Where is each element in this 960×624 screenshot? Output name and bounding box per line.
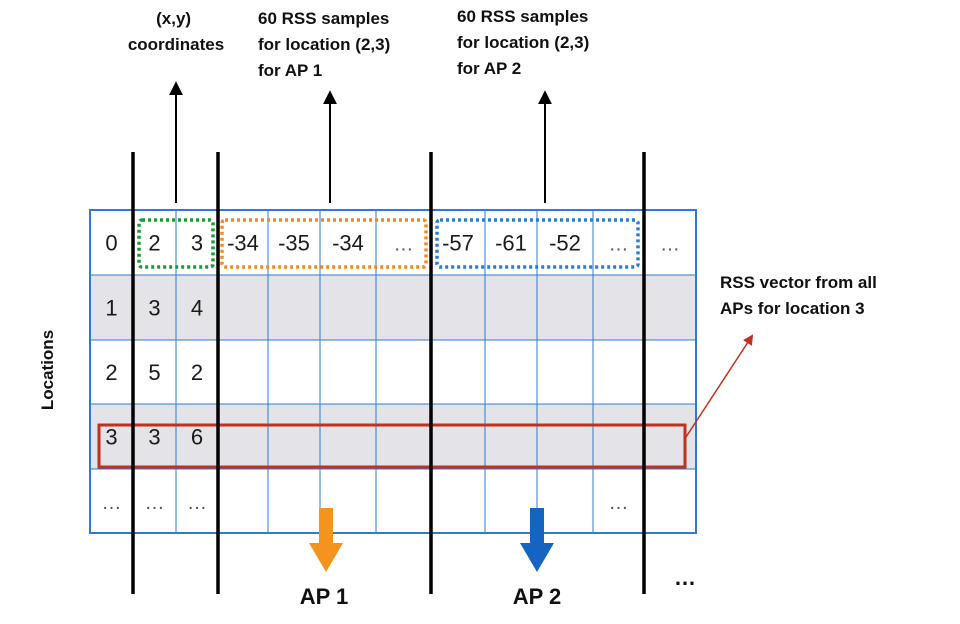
ap1-samples-annotation: 60 RSS samples for location (2,3) for AP…	[258, 9, 395, 80]
rss-vector-annotation: RSS vector from all APs for location 3	[720, 273, 882, 318]
table-cell: …	[394, 234, 414, 256]
ap1-samples-highlight-box	[220, 218, 428, 269]
ap2-samples-annotation: 60 RSS samples for location (2,3) for AP…	[457, 7, 594, 78]
table-border	[89, 209, 697, 534]
table-cell: 0	[105, 231, 117, 256]
table-cell: 3	[191, 231, 203, 256]
table: 0 2 3 -34 -35 -34 … -57 -61 -52 … … 1 3 4 2 5 2 3 3 6 … … … …	[89, 209, 697, 534]
coordinates-annotation: (x,y) coordinates	[128, 9, 224, 54]
table-cell: …	[609, 492, 629, 514]
table-cell: 2	[105, 360, 117, 385]
table-cell: 3	[148, 296, 160, 321]
shaded-row-3	[90, 404, 696, 469]
table-cell: -57	[442, 231, 474, 256]
ap1-label: AP 1	[300, 584, 349, 609]
table-cell: 1	[105, 296, 117, 321]
table-cell: 3	[148, 425, 160, 450]
coordinates-highlight-box	[137, 218, 215, 269]
rss-vector-highlight-box	[97, 423, 687, 469]
column-separators	[131, 152, 646, 594]
table-cell: 4	[191, 296, 203, 321]
table-cell: …	[660, 234, 680, 256]
rss-vector-pointer-arrow	[685, 334, 754, 438]
table-cell: …	[187, 492, 207, 514]
table-cell: 6	[191, 425, 203, 450]
table-cell: -61	[495, 231, 527, 256]
shaded-row-1	[90, 275, 696, 340]
table-cell: 3	[105, 425, 117, 450]
ap2-label: AP 2	[513, 584, 562, 609]
locations-axis-label: Locations	[38, 330, 57, 410]
ap2-down-arrow	[520, 508, 554, 572]
table-background	[90, 210, 696, 533]
table-cell: -34	[227, 231, 259, 256]
table-cell: 2	[148, 231, 160, 256]
table-cell: …	[102, 492, 122, 514]
ap2-samples-highlight-box	[435, 218, 640, 269]
table-cell: …	[609, 234, 629, 256]
table-cell: 2	[191, 360, 203, 385]
table-cell: -34	[332, 231, 364, 256]
table-cell: -52	[549, 231, 581, 256]
table-cells: 0 2 3 -34 -35 -34 … -57 -61 -52 … … 1 3 4 2 5 2 3 3 6 … … … …	[102, 231, 681, 515]
table-cell: …	[145, 492, 165, 514]
table-cell: 5	[148, 360, 160, 385]
ap1-down-arrow	[309, 508, 343, 572]
more-aps-ellipsis: …	[674, 565, 696, 590]
table-cell: -35	[278, 231, 310, 256]
